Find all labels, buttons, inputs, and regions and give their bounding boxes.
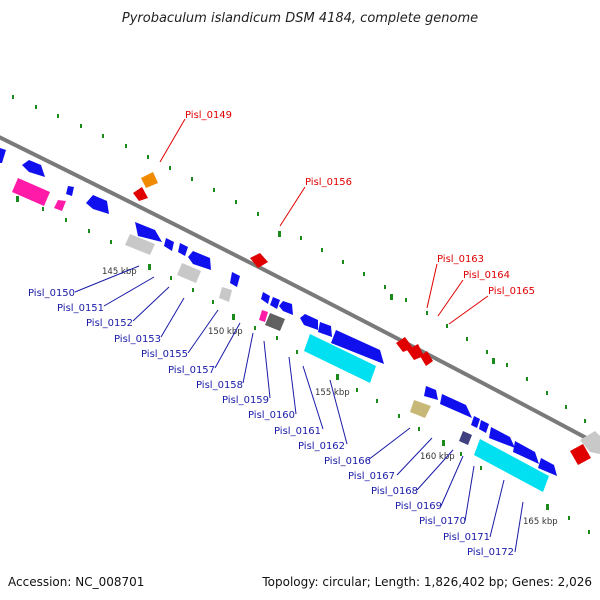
gene-label: Pisl_0152 xyxy=(86,318,133,329)
gene-label: Pisl_0161 xyxy=(274,426,321,437)
gene-label: Pisl_0157 xyxy=(168,365,215,376)
gene-pisl-0152-arrow xyxy=(164,238,174,251)
gene-pisl-0155b-arrow xyxy=(177,263,201,283)
gene-pisl-0167-arrow xyxy=(440,394,472,418)
gene-pisl-0166b-arrow xyxy=(410,400,431,418)
gene-pisl-0170-arrow xyxy=(489,427,515,448)
reverse-strand-genes xyxy=(0,148,557,492)
gene-pisl-0155-arrow xyxy=(188,251,211,270)
gene-pisl-0165-arrow xyxy=(420,351,433,366)
gene-pisl-0162c-arrow xyxy=(304,334,376,383)
scale-tick-label: 145 kbp xyxy=(102,267,137,277)
gene-label: Pisl_0166 xyxy=(324,456,371,467)
gene-label: Pisl_0167 xyxy=(348,471,395,482)
gene-pisl-0175-arrow xyxy=(570,444,591,465)
map-title: Pyrobaculum islandicum DSM 4184, complet… xyxy=(122,11,478,26)
gene-pisl-0157b-arrow xyxy=(219,287,232,302)
gene-label: Pisl_0149 xyxy=(185,110,232,121)
gene-label: Pisl_0156 xyxy=(305,177,352,188)
gene-pisl-0160b-arrow xyxy=(265,313,285,331)
gene-label: Pisl_0170 xyxy=(419,516,466,527)
gene-label: Pisl_0155 xyxy=(141,349,188,360)
gene-pisl-0157-arrow xyxy=(230,272,240,287)
gene-pisl-0162b-arrow xyxy=(331,330,384,364)
forward-strand-genes xyxy=(133,172,600,465)
gene-arrow xyxy=(12,178,50,206)
gene-pisl-0169b-arrow xyxy=(459,431,472,445)
gene-label: Pisl_0151 xyxy=(57,303,104,314)
gene-label: Pisl_0159 xyxy=(222,395,269,406)
genome-backbone xyxy=(0,135,600,448)
gene-label: Pisl_0165 xyxy=(488,286,535,297)
gene-label: Pisl_0163 xyxy=(437,254,484,265)
gene-label: Pisl_0169 xyxy=(395,501,442,512)
gene-pisl-0162-arrow xyxy=(318,322,332,337)
genome-summary-label: Topology: circular; Length: 1,826,402 bp… xyxy=(261,575,592,589)
top-gene-labels: Pisl_0149 Pisl_0156 Pisl_0163 Pisl_0164 … xyxy=(185,110,535,297)
gene-pisl-0153-arrow xyxy=(178,243,188,256)
gene-arrow xyxy=(86,195,109,214)
gene-pisl-0159-arrow xyxy=(270,297,280,309)
gene-label: Pisl_0158 xyxy=(196,380,243,391)
gene-pisl-0158b-arrow xyxy=(259,310,268,322)
scale-ticks: 145 kbp 150 kbp 155 kbp 160 kbp 165 kbp xyxy=(102,267,558,527)
gene-label: Pisl_0153 xyxy=(114,334,161,345)
gene-arrow xyxy=(66,186,74,196)
gene-pisl-0172-arrow xyxy=(538,458,557,476)
scale-tick-label: 150 kbp xyxy=(208,327,243,337)
gene-label: Pisl_0162 xyxy=(298,441,345,452)
gene-pisl-0168-arrow xyxy=(471,416,480,428)
gene-pisl-0161-arrow xyxy=(300,314,318,330)
gene-pisl-0169-arrow xyxy=(479,420,489,433)
gene-pisl-0176-arrow xyxy=(580,431,600,454)
gene-label: Pisl_0150 xyxy=(28,288,75,299)
top-leader-lines xyxy=(159,118,489,325)
gene-label: Pisl_0164 xyxy=(463,270,510,281)
gene-arrow xyxy=(0,148,6,163)
gene-label: Pisl_0160 xyxy=(248,410,295,421)
gene-label: Pisl_0171 xyxy=(443,532,490,543)
bottom-leader-lines xyxy=(74,265,524,553)
gene-pisl-0164-arrow xyxy=(407,344,424,360)
gene-label: Pisl_0172 xyxy=(467,547,514,558)
scale-tick-label: 165 kbp xyxy=(523,517,558,527)
scale-tick-label: 160 kbp xyxy=(420,452,455,462)
gene-pisl-0160-arrow xyxy=(279,301,293,315)
gc-skew-track-inner xyxy=(16,196,590,534)
gene-pisl-0156-arrow xyxy=(250,253,268,268)
gc-skew-track-outer xyxy=(12,95,586,423)
gene-arrow xyxy=(54,200,66,211)
scale-tick-label: 155 kbp xyxy=(315,388,350,398)
gene-arrow xyxy=(22,160,45,177)
gene-pisl-0151-arrow xyxy=(135,222,162,242)
gene-pisl-0148-arrow xyxy=(133,187,148,201)
gene-pisl-0163-arrow xyxy=(396,337,413,352)
bottom-gene-labels: Pisl_0150 Pisl_0151 Pisl_0152 Pisl_0153 … xyxy=(28,288,514,558)
gene-label: Pisl_0168 xyxy=(371,486,418,497)
gene-pisl-0150-arrow xyxy=(125,234,155,255)
gene-pisl-0170b-arrow xyxy=(474,439,549,492)
accession-label: Accession: NC_008701 xyxy=(8,575,144,589)
gene-pisl-0158-arrow xyxy=(261,292,270,304)
gene-pisl-0149-arrow xyxy=(141,172,158,188)
gene-pisl-0171-arrow xyxy=(513,441,539,464)
gene-pisl-0166-arrow xyxy=(424,386,438,400)
